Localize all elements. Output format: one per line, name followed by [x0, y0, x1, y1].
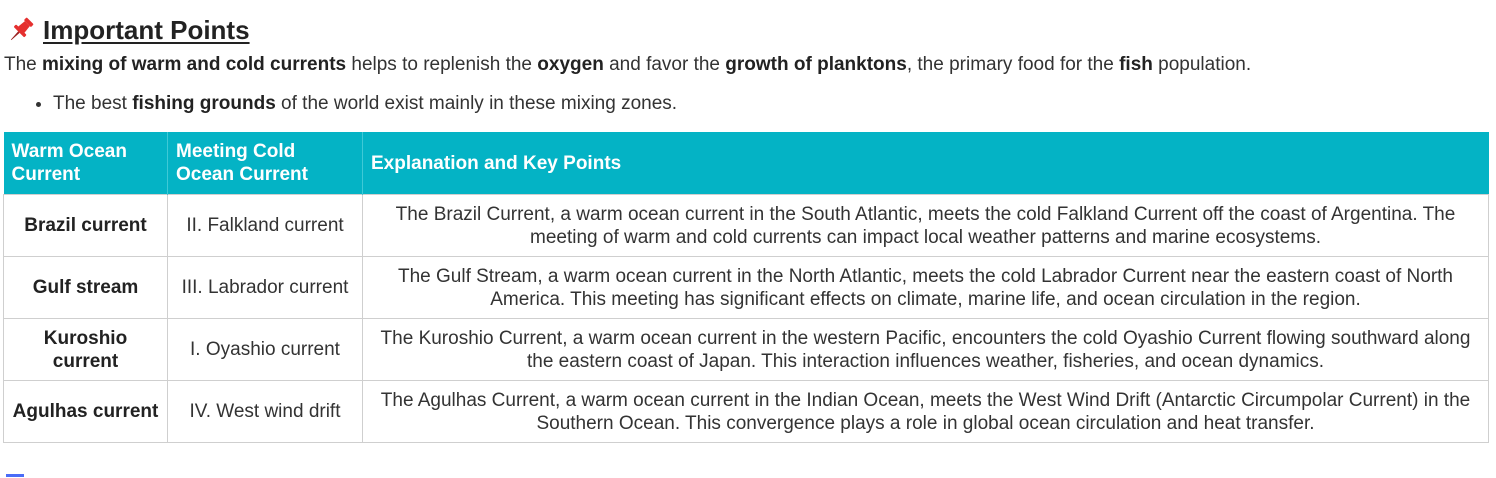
- table-row: Agulhas current IV. West wind drift The …: [3, 380, 1489, 443]
- explanation-cell: The Brazil Current, a warm ocean current…: [362, 194, 1489, 257]
- column-header-cold: Meeting Cold Ocean Current: [167, 132, 363, 195]
- intro-paragraph: The mixing of warm and cold currents hel…: [4, 54, 1252, 75]
- pushpin-icon: [6, 15, 36, 45]
- cold-current-cell: II. Falkland current: [167, 194, 363, 257]
- table-row: Gulf stream III. Labrador current The Gu…: [3, 256, 1489, 319]
- warm-current-cell: Brazil current: [3, 194, 168, 257]
- cold-current-cell: IV. West wind drift: [167, 380, 363, 443]
- cold-current-cell: III. Labrador current: [167, 256, 363, 319]
- scroll-indicator: [6, 474, 24, 477]
- explanation-cell: The Gulf Stream, a warm ocean current in…: [362, 256, 1489, 319]
- bullet-list: The best fishing grounds of the world ex…: [0, 91, 677, 117]
- list-item: The best fishing grounds of the world ex…: [53, 91, 677, 117]
- cold-current-cell: I. Oyashio current: [167, 318, 363, 381]
- column-header-warm: Warm Ocean Current: [3, 132, 168, 195]
- warm-current-cell: Gulf stream: [3, 256, 168, 319]
- table-row: Brazil current II. Falkland current The …: [3, 194, 1489, 257]
- section-heading: Important Points: [6, 12, 250, 48]
- ocean-currents-table: Warm Ocean Current Meeting Cold Ocean Cu…: [3, 132, 1489, 443]
- page-title: Important Points: [43, 14, 250, 45]
- explanation-cell: The Agulhas Current, a warm ocean curren…: [362, 380, 1489, 443]
- warm-current-cell: Agulhas current: [3, 380, 168, 443]
- table-row: Kuroshio current I. Oyashio current The …: [3, 318, 1489, 381]
- warm-current-cell: Kuroshio current: [3, 318, 168, 381]
- column-header-explanation: Explanation and Key Points: [362, 132, 1489, 195]
- explanation-cell: The Kuroshio Current, a warm ocean curre…: [362, 318, 1489, 381]
- table-header-row: Warm Ocean Current Meeting Cold Ocean Cu…: [3, 132, 1489, 195]
